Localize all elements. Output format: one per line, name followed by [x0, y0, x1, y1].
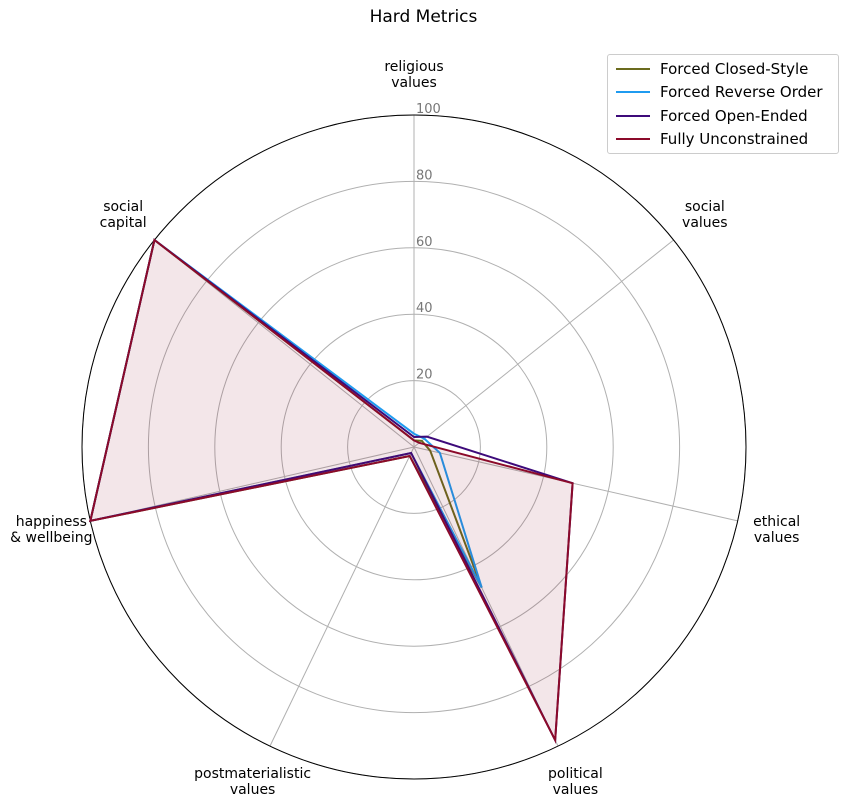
axis-line	[413, 239, 674, 448]
category-label: political values	[548, 766, 603, 799]
legend-item: Forced Reverse Order	[608, 81, 838, 105]
y-tick-label: 60	[416, 235, 433, 250]
series-line	[89, 238, 574, 744]
category-label: social capital	[99, 199, 147, 232]
legend-swatch	[616, 114, 650, 117]
legend-label: Fully Unconstrained	[660, 130, 809, 149]
legend-swatch	[616, 91, 650, 94]
legend-item: Forced Closed-Style	[608, 57, 838, 81]
series-area	[90, 240, 573, 741]
legend-label: Forced Closed-Style	[660, 59, 809, 78]
y-tick-label: 20	[416, 368, 433, 383]
category-label: religious values	[384, 59, 444, 91]
y-tick-label: 80	[416, 168, 433, 183]
axis-line	[413, 446, 738, 522]
category-label: social values	[682, 199, 728, 232]
outer-spine	[81, 114, 747, 780]
legend-swatch	[616, 138, 650, 141]
axis-line	[269, 446, 415, 747]
y-tick-label: 100	[416, 102, 441, 117]
legend: Forced Closed-Style Forced Reverse Order F…	[607, 54, 839, 154]
legend-item: Fully Unconstrained	[608, 128, 838, 152]
category-label: happiness & wellbeing	[10, 513, 93, 546]
category-label: ethical values	[753, 513, 801, 546]
legend-label: Forced Reverse Order	[660, 83, 823, 102]
chart-title: Hard Metrics	[369, 7, 478, 27]
legend-label: Forced Open-Ended	[660, 106, 808, 125]
legend-item: Forced Open-Ended	[608, 104, 838, 128]
y-tick-label: 40	[416, 301, 433, 316]
category-label: postmaterialistic values	[194, 766, 312, 799]
legend-swatch	[616, 67, 650, 70]
